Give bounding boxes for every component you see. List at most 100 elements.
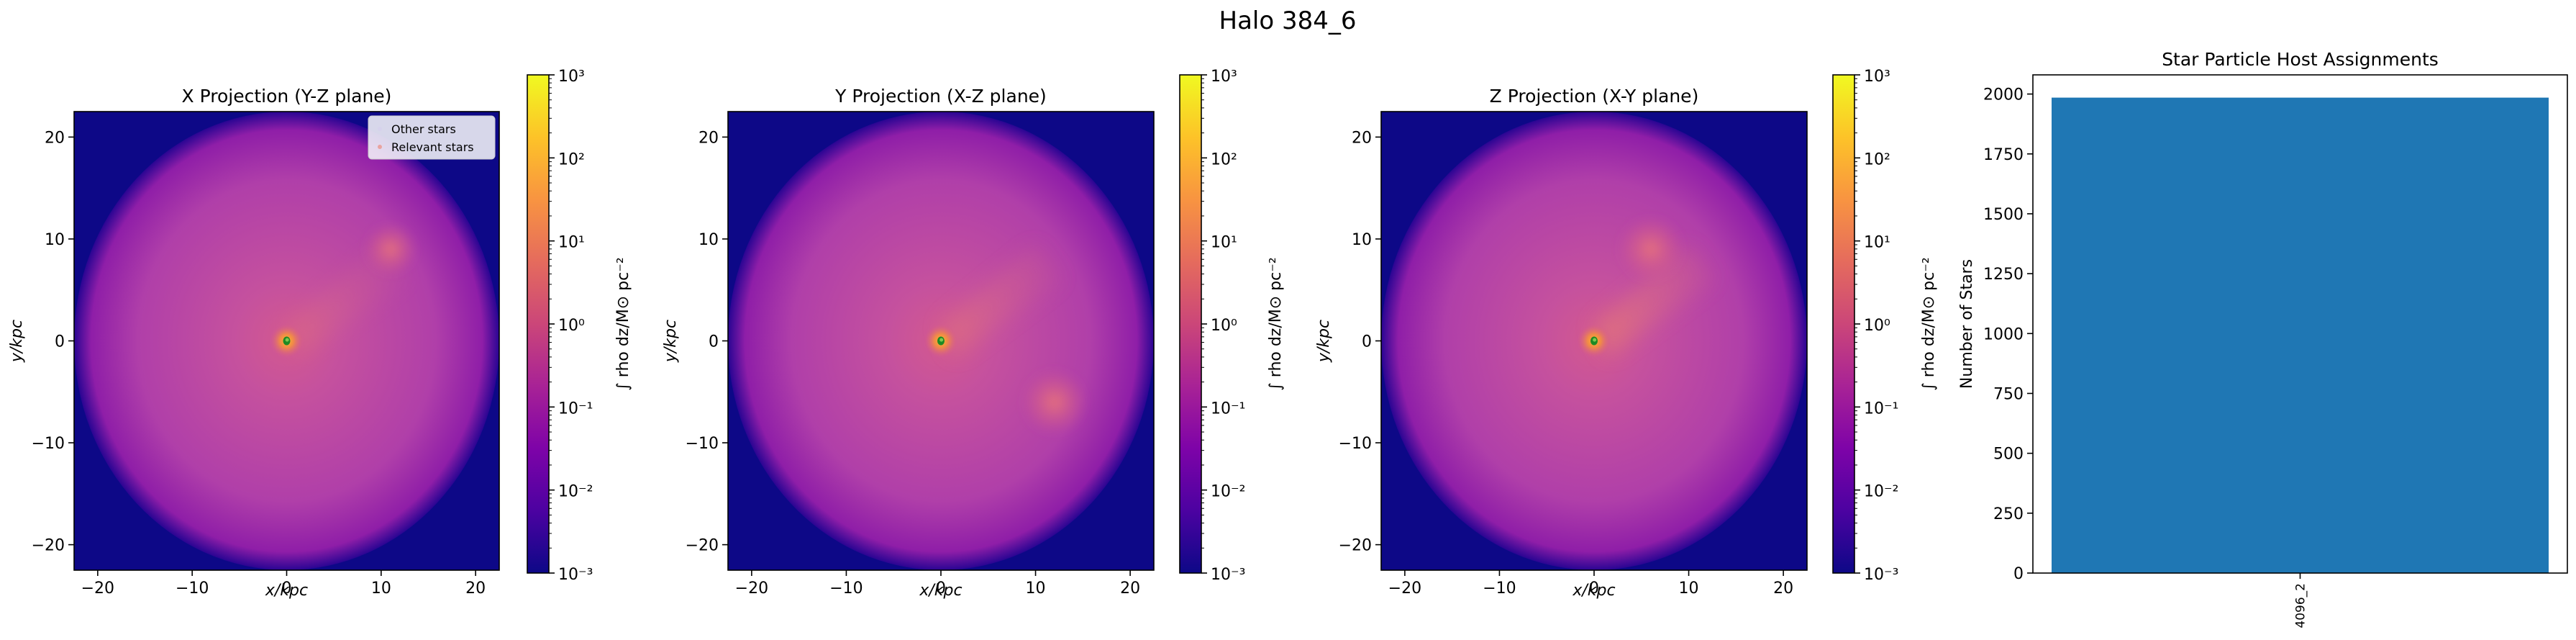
y-tick-label: 2000 bbox=[1983, 86, 2024, 104]
y-tick-label: −20 bbox=[686, 537, 719, 555]
x-axis-label: x/kpc bbox=[1572, 582, 1615, 600]
colorbar-tick-label: 10² bbox=[1211, 150, 1237, 168]
projection-panel-3: −20 −10 0 10 20 −20 −10 0 10 20 Z Projection (X-Y … bbox=[1315, 68, 1938, 600]
colorbar-tick-label: 10³ bbox=[558, 68, 585, 86]
y-tick-label: 1250 bbox=[1983, 266, 2024, 284]
x-tick-label: −10 bbox=[829, 580, 863, 598]
colorbar-tick-label: 10³ bbox=[1211, 68, 1237, 86]
y-tick-label: 250 bbox=[1993, 505, 2024, 523]
x-tick-label: 0 bbox=[282, 580, 292, 598]
y-tick-label: 0 bbox=[55, 333, 65, 351]
x-tick-label: 20 bbox=[1773, 580, 1793, 598]
x-tick-label: 4096_2 bbox=[2294, 583, 2308, 628]
colorbar-tick-label: 10⁻² bbox=[558, 483, 593, 501]
x-tick-label: −20 bbox=[81, 580, 114, 598]
colorbar: 10³ 10² 10¹ 10⁰ 10⁻¹ 10⁻² 10⁻³ ∫ rho dz/M⊙ pc⁻² bbox=[1832, 68, 1938, 584]
y-tick-label: −20 bbox=[1339, 537, 1372, 555]
colorbar-tick-label: 10⁰ bbox=[1864, 317, 1890, 335]
x-axis-label: x/kpc bbox=[265, 582, 308, 600]
y-tick-label: −10 bbox=[32, 435, 65, 453]
panel-title: Y Projection (X-Z plane) bbox=[834, 86, 1047, 107]
colorbar-tick-label: 10⁻³ bbox=[1211, 566, 1245, 584]
gas-filament bbox=[941, 244, 1065, 356]
colorbar-gradient bbox=[1179, 74, 1202, 574]
other-stars-cluster bbox=[285, 338, 289, 342]
colorbar-tick-label: 10¹ bbox=[1864, 234, 1890, 252]
figure-title: Halo 384_6 bbox=[1219, 6, 1357, 35]
legend-marker-relevant bbox=[378, 145, 382, 149]
y-axis-label: Number of Stars bbox=[1958, 259, 1976, 389]
y-tick-label: 750 bbox=[1993, 385, 2024, 403]
y-axis-label: y/kpc bbox=[662, 320, 680, 363]
x-axis-label: x/kpc bbox=[919, 582, 962, 600]
y-tick-label: 1750 bbox=[1983, 146, 2024, 164]
projection-panel-1: −20 −10 0 10 20 −20 −10 0 10 20 X Projection (Y-Z … bbox=[8, 68, 632, 600]
colorbar-tick-label: 10⁻¹ bbox=[1211, 400, 1245, 418]
colorbar-tick-label: 10⁰ bbox=[1211, 317, 1237, 335]
bar-4096_2 bbox=[2052, 97, 2549, 573]
density-map bbox=[74, 112, 499, 570]
other-stars-cluster bbox=[939, 338, 944, 342]
x-tick-label: 0 bbox=[936, 580, 946, 598]
density-map bbox=[728, 112, 1154, 570]
y-tick-label: 10 bbox=[1352, 231, 1372, 249]
y-tick-label: −10 bbox=[1339, 435, 1372, 453]
y-tick-label: 0 bbox=[709, 333, 719, 351]
y-axis-label: y/kpc bbox=[8, 320, 26, 363]
axes-frame bbox=[2032, 74, 2568, 574]
colorbar-tick-label: 10² bbox=[558, 150, 585, 168]
colorbar: 10³ 10² 10¹ 10⁰ 10⁻¹ 10⁻² 10⁻³ ∫ rho dz/M⊙ pc⁻² bbox=[527, 68, 632, 584]
colorbar-tick-label: 10⁻² bbox=[1211, 483, 1245, 501]
colorbar: 10³ 10² 10¹ 10⁰ 10⁻¹ 10⁻² 10⁻³ ∫ rho dz/M⊙ pc⁻² bbox=[1179, 68, 1285, 584]
y-tick-label: −20 bbox=[32, 537, 65, 555]
gas-clump bbox=[364, 222, 417, 276]
x-tick-label: 0 bbox=[1589, 580, 1599, 598]
panel-title: X Projection (Y-Z plane) bbox=[182, 86, 392, 107]
y-tick-label: 1500 bbox=[1983, 206, 2024, 224]
y-tick-label: 10 bbox=[698, 231, 719, 249]
x-tick-label: −20 bbox=[735, 580, 768, 598]
legend-marker-other bbox=[378, 127, 382, 131]
colorbar-tick-label: 10⁻¹ bbox=[1864, 400, 1898, 418]
colorbar-tick-label: 10¹ bbox=[1211, 234, 1237, 252]
y-tick-label: 20 bbox=[698, 129, 719, 147]
y-tick-label: 0 bbox=[1362, 333, 1372, 351]
colorbar-tick-label: 10⁻³ bbox=[1864, 566, 1898, 584]
colorbar-tick-label: 10⁻¹ bbox=[558, 400, 593, 418]
colorbar-tick-label: 10⁻³ bbox=[558, 566, 593, 584]
colorbar-tick-label: 10⁻² bbox=[1864, 483, 1898, 501]
colorbar-tick-label: 10⁰ bbox=[558, 317, 585, 335]
colorbar-gradient bbox=[1832, 74, 1855, 574]
y-tick-label: 1000 bbox=[1983, 325, 2024, 343]
y-tick-label: 0 bbox=[2013, 565, 2024, 583]
bar-chart-panel: 4096_2 0 250 500 750 1000 1250 1500 1750 2000 Star… bbox=[1958, 49, 2568, 628]
y-tick-label: 20 bbox=[45, 129, 65, 147]
panel-title: Z Projection (X-Y plane) bbox=[1490, 86, 1699, 107]
legend-label-other-stars: Other stars bbox=[391, 122, 456, 136]
gas-clump bbox=[1021, 369, 1088, 436]
y-tick-label: −10 bbox=[686, 435, 719, 453]
legend-box bbox=[368, 115, 496, 160]
x-tick-label: 10 bbox=[1679, 580, 1699, 598]
colorbar-gradient bbox=[527, 74, 550, 574]
x-tick-label: −20 bbox=[1388, 580, 1421, 598]
y-tick-label: 10 bbox=[45, 231, 65, 249]
projection-panel-2: −20 −10 0 10 20 −20 −10 0 10 20 Y Projection (X-Z … bbox=[662, 68, 1285, 600]
colorbar-tick-label: 10³ bbox=[1864, 68, 1890, 86]
legend-label-relevant-stars: Relevant stars bbox=[391, 140, 474, 154]
panel-title: Star Particle Host Assignments bbox=[2162, 49, 2439, 70]
x-tick-label: −10 bbox=[1483, 580, 1516, 598]
colorbar-label: ∫ rho dz/M⊙ pc⁻² bbox=[1267, 257, 1285, 390]
density-map bbox=[1381, 112, 1807, 570]
x-tick-label: 10 bbox=[1026, 580, 1046, 598]
y-tick-label: 500 bbox=[1993, 446, 2024, 464]
legend: Other stars Relevant stars bbox=[368, 115, 496, 160]
y-axis-label: y/kpc bbox=[1315, 320, 1333, 363]
colorbar-label: ∫ rho dz/M⊙ pc⁻² bbox=[614, 257, 632, 390]
gas-filament bbox=[1594, 244, 1718, 356]
colorbar-label: ∫ rho dz/M⊙ pc⁻² bbox=[1920, 257, 1938, 390]
y-tick-label: 20 bbox=[1352, 129, 1372, 147]
x-tick-label: 10 bbox=[371, 580, 391, 598]
other-stars-cluster bbox=[1593, 338, 1597, 342]
